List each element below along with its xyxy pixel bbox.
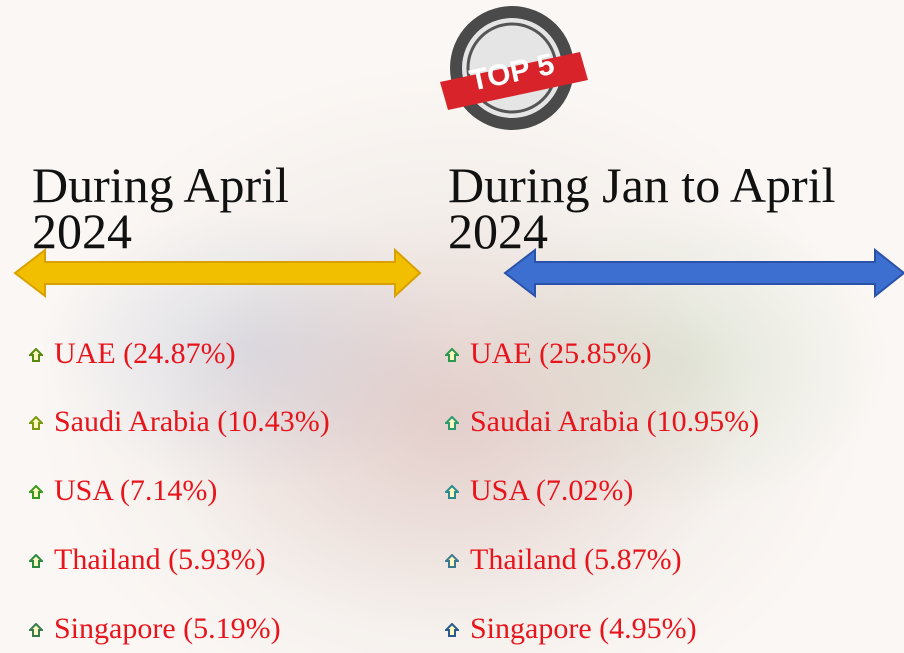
bullet-icon — [445, 348, 459, 362]
bullet-icon — [29, 623, 43, 637]
bullet-icon — [445, 623, 459, 637]
list-item: Thailand (5.93%) — [54, 543, 266, 576]
list-item: USA (7.02%) — [470, 474, 634, 507]
bullet-icon — [29, 554, 43, 568]
blue-arrow — [503, 247, 904, 299]
bullet-icon — [445, 416, 459, 430]
column-heading: During Jan to April 2024 — [448, 157, 836, 259]
list-item: Saudai Arabia (10.95%) — [470, 405, 760, 438]
bullet-icon — [445, 485, 459, 499]
list-item: Saudi Arabia (10.43%) — [54, 405, 330, 438]
yellow-arrow — [13, 247, 422, 299]
bullet-icon — [29, 485, 43, 499]
list-item: Singapore (4.95%) — [470, 612, 697, 645]
bullet-icon — [29, 348, 43, 362]
list-item: UAE (24.87%) — [54, 337, 236, 370]
list-item: Thailand (5.87%) — [470, 543, 682, 576]
badge: TOP 5 — [440, 6, 588, 130]
bullet-icon — [445, 554, 459, 568]
list-item: USA (7.14%) — [54, 474, 218, 507]
list-item: UAE (25.85%) — [470, 337, 652, 370]
bullet-icon — [29, 416, 43, 430]
list-item: Singapore (5.19%) — [54, 612, 281, 645]
column-heading: During April 2024 — [32, 157, 289, 259]
